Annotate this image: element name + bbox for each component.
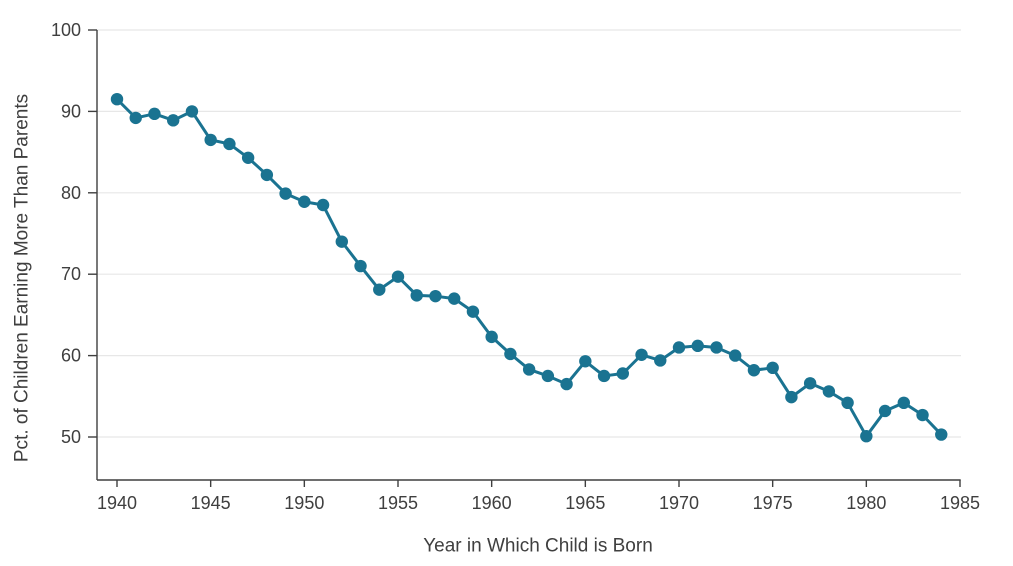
data-point xyxy=(803,377,817,390)
data-point xyxy=(391,270,405,283)
data-point xyxy=(766,361,779,375)
y-tick-label: 60 xyxy=(61,346,81,366)
x-tick-label: 1965 xyxy=(565,493,605,513)
data-point xyxy=(560,377,573,391)
y-tick-label: 100 xyxy=(51,20,81,40)
data-point xyxy=(916,408,929,422)
x-tick-label: 1945 xyxy=(191,493,231,513)
data-point xyxy=(878,404,892,418)
data-line xyxy=(115,97,943,438)
data-point xyxy=(541,369,555,383)
y-tick-label: 90 xyxy=(61,101,81,121)
x-axis: 1940 1945 1950 1955 1960 1965 1970 1975 1980 1985 xyxy=(97,479,980,513)
data-point xyxy=(298,195,311,208)
y-tick-label: 80 xyxy=(61,183,81,203)
data-point xyxy=(579,355,592,368)
data-point xyxy=(335,235,348,248)
data-point xyxy=(167,114,180,127)
data-point xyxy=(241,151,255,164)
data-point xyxy=(448,292,461,305)
data-point xyxy=(822,385,836,398)
data-point xyxy=(204,133,217,147)
data-point xyxy=(129,111,142,125)
data-point xyxy=(635,348,648,361)
data-points xyxy=(110,92,948,443)
data-point xyxy=(522,363,536,376)
data-point xyxy=(785,390,798,404)
x-tick-label: 1960 xyxy=(472,493,512,513)
data-point xyxy=(672,341,686,354)
y-axis-title: Pct. of Children Earning More Than Paren… xyxy=(11,93,33,463)
data-point xyxy=(747,364,761,377)
data-point xyxy=(710,341,723,354)
x-tick-label: 1970 xyxy=(659,493,699,513)
data-point xyxy=(616,367,629,380)
data-point xyxy=(691,339,704,353)
data-point xyxy=(410,289,423,302)
data-point xyxy=(223,137,236,151)
data-point xyxy=(148,107,161,121)
x-tick-label: 1950 xyxy=(284,493,324,513)
x-tick-label: 1940 xyxy=(97,493,137,513)
data-point xyxy=(110,92,124,106)
x-tick-label: 1975 xyxy=(753,493,793,513)
data-point xyxy=(260,168,274,182)
data-point xyxy=(185,105,199,118)
x-tick-label: 1985 xyxy=(940,493,980,513)
y-axis: 50 60 70 80 90 100 xyxy=(51,20,98,480)
data-point xyxy=(485,330,498,344)
y-tick-label: 50 xyxy=(61,427,81,447)
x-tick-label: 1955 xyxy=(378,493,418,513)
data-point xyxy=(841,396,854,410)
data-point xyxy=(466,305,480,318)
data-point xyxy=(279,187,292,200)
data-point xyxy=(860,429,873,443)
gridlines xyxy=(97,29,961,438)
data-point xyxy=(729,349,742,362)
y-tick-label: 70 xyxy=(61,264,81,284)
data-point xyxy=(654,354,667,367)
data-point xyxy=(597,369,611,383)
data-point xyxy=(316,198,330,212)
data-point xyxy=(504,347,517,361)
data-point xyxy=(354,259,367,273)
data-point xyxy=(897,396,910,410)
x-tick-label: 1980 xyxy=(846,493,886,513)
x-axis-title: Year in Which Child is Born xyxy=(423,535,653,557)
data-point xyxy=(429,289,442,303)
data-point xyxy=(935,428,948,441)
data-point xyxy=(373,283,386,296)
